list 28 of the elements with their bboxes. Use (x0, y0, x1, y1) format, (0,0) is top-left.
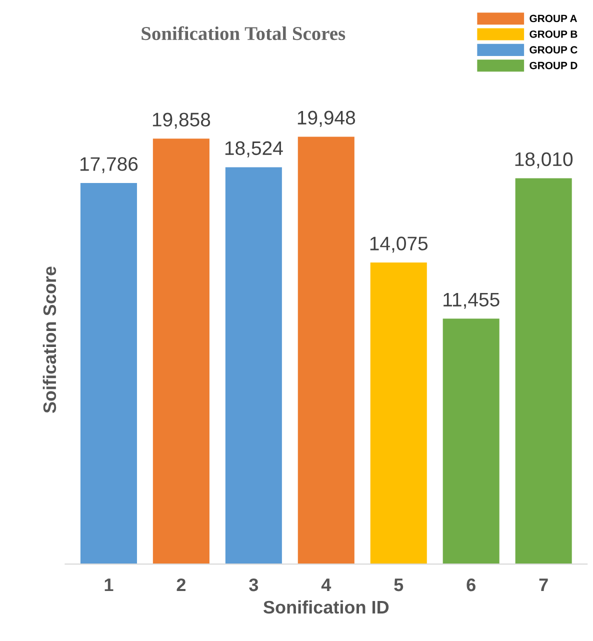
legend-label: GROUP A (530, 14, 578, 22)
bar (152, 138, 210, 564)
x-axis-title: Sonification ID (263, 600, 389, 614)
x-tick-label: 6 (466, 578, 476, 592)
y-axis-title: Soification Score (42, 266, 56, 413)
data-label: 18,524 (225, 141, 283, 158)
data-label: 11,455 (444, 292, 500, 309)
legend-label: GROUP B (530, 30, 578, 38)
x-tick-label: 3 (249, 578, 258, 592)
data-label: 17,786 (80, 157, 138, 174)
bar (225, 167, 282, 564)
x-tick-label: 2 (176, 578, 186, 592)
bar (80, 183, 137, 564)
bar (370, 262, 427, 564)
bar (298, 136, 354, 564)
chart-title: Sonification Total Scores (142, 26, 346, 40)
legend-label: GROUP D (530, 62, 578, 70)
legend-label: GROUP C (530, 46, 578, 54)
data-label: 14,075 (370, 236, 428, 253)
bar (515, 178, 572, 564)
data-label: 19,858 (152, 112, 210, 129)
data-label: 18,010 (515, 152, 573, 168)
x-tick-label: 5 (394, 578, 404, 592)
x-tick-label: 1 (104, 578, 114, 592)
bar (442, 318, 500, 564)
x-tick-label: 7 (539, 578, 548, 592)
x-tick-label: 4 (321, 578, 332, 592)
data-label: 19,948 (298, 110, 356, 127)
